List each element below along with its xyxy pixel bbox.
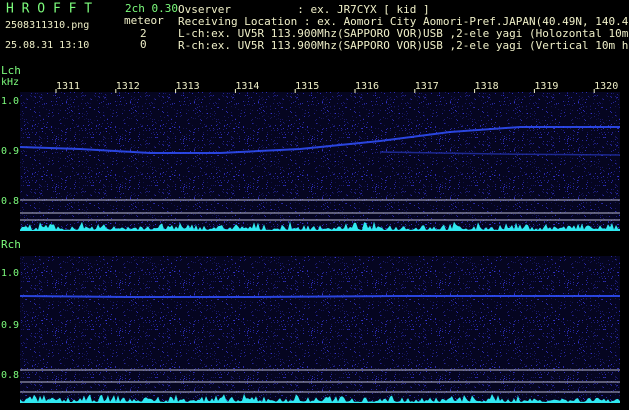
rch-label: Rch	[1, 238, 21, 251]
doppler-signal	[19, 295, 620, 298]
lch-count: 2	[140, 27, 147, 40]
time-label: 1312	[116, 81, 140, 92]
rch-info: R-ch:ex. UV5R 113.900Mhz(SAPPORO VOR)USB…	[178, 39, 629, 52]
unit-label: kHz	[1, 77, 19, 88]
time-label: 1313	[176, 81, 200, 92]
level-trace	[20, 221, 620, 231]
mode: 2ch 0.30	[125, 2, 178, 15]
freq-label: 1.0	[1, 268, 19, 279]
location: Receiving Location : ex. Aomori City Aom…	[178, 15, 629, 28]
time-label: 1320	[594, 81, 618, 92]
datetime: 25.08.31 13:10	[5, 40, 89, 51]
time-label: 1316	[355, 81, 379, 92]
doppler-signal	[19, 126, 620, 154]
filename: 2508311310.png	[5, 20, 89, 31]
time-label: 1318	[475, 81, 499, 92]
time-label: 1311	[56, 81, 80, 92]
freq-label: 0.9	[1, 146, 19, 157]
meteor-label: meteor	[124, 14, 164, 27]
app-title: H R O F F T	[6, 2, 92, 17]
lch-info: L-ch:ex. UV5R 113.900Mhz(SAPPORO VOR)USB…	[178, 27, 629, 40]
spectrogram	[20, 256, 620, 403]
lch-label: Lch	[1, 64, 21, 77]
freq-label: 0.9	[1, 320, 19, 331]
freq-label: 1.0	[1, 96, 19, 107]
time-label: 1317	[415, 81, 439, 92]
time-label: 1315	[295, 81, 319, 92]
observer: Ovserver : ex. JR7CYX [ kid ]	[178, 3, 430, 16]
time-label: 1319	[534, 81, 558, 92]
freq-label: 0.8	[1, 370, 19, 381]
level-trace	[20, 393, 620, 403]
time-label: 1314	[235, 81, 259, 92]
faint-signal	[379, 151, 621, 156]
freq-label: 0.8	[1, 196, 19, 207]
rch-count: 0	[140, 38, 147, 51]
spectrogram	[20, 92, 620, 231]
